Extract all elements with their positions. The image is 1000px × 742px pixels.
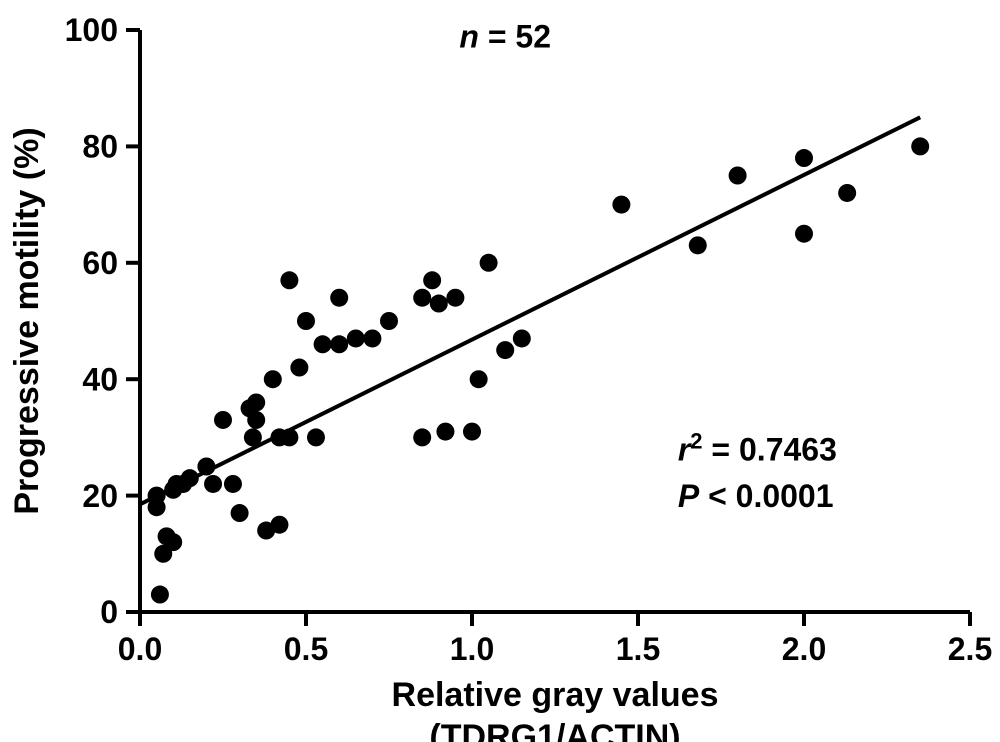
data-point bbox=[612, 196, 630, 214]
y-tick-label: 80 bbox=[82, 129, 118, 165]
data-point bbox=[148, 487, 166, 505]
data-point bbox=[197, 458, 215, 476]
y-tick-label: 40 bbox=[82, 361, 118, 397]
data-point bbox=[204, 475, 222, 493]
data-point bbox=[380, 312, 398, 330]
data-point bbox=[911, 137, 929, 155]
data-point bbox=[446, 289, 464, 307]
data-point bbox=[470, 370, 488, 388]
data-point bbox=[247, 411, 265, 429]
data-point bbox=[270, 516, 288, 534]
data-point bbox=[347, 329, 365, 347]
data-point bbox=[231, 504, 249, 522]
data-point bbox=[224, 475, 242, 493]
data-point bbox=[413, 289, 431, 307]
x-tick-label: 0.5 bbox=[284, 631, 328, 667]
x-tick-label: 1.0 bbox=[450, 631, 494, 667]
x-axis-label-line1: Relative gray values bbox=[392, 676, 719, 714]
x-tick-label: 0.0 bbox=[118, 631, 162, 667]
data-point bbox=[496, 341, 514, 359]
data-point bbox=[413, 428, 431, 446]
data-point bbox=[795, 149, 813, 167]
data-point bbox=[151, 586, 169, 604]
data-point bbox=[297, 312, 315, 330]
data-point bbox=[264, 370, 282, 388]
data-point bbox=[244, 428, 262, 446]
data-point bbox=[795, 225, 813, 243]
y-axis-label: Progressive motility (%) bbox=[8, 127, 46, 514]
data-point bbox=[290, 359, 308, 377]
data-point bbox=[423, 271, 441, 289]
y-tick-label: 60 bbox=[82, 245, 118, 281]
data-point bbox=[838, 184, 856, 202]
data-point bbox=[689, 236, 707, 254]
data-point bbox=[436, 423, 454, 441]
data-point bbox=[729, 167, 747, 185]
chart-svg: 0.0 0.5 1.0 1.5 2.0 2.5 0 20 40 60 80 100 Relative g… bbox=[0, 0, 1000, 742]
data-point bbox=[280, 428, 298, 446]
data-point bbox=[164, 533, 182, 551]
data-point bbox=[463, 423, 481, 441]
y-tick-label: 0 bbox=[100, 594, 118, 630]
x-tick-label: 2.5 bbox=[948, 631, 992, 667]
data-point bbox=[314, 335, 332, 353]
data-point bbox=[430, 295, 448, 313]
data-point bbox=[330, 335, 348, 353]
data-point bbox=[247, 393, 265, 411]
data-point bbox=[181, 469, 199, 487]
x-axis-label-line2: (TDRG1/ACTIN) bbox=[429, 718, 680, 742]
scatter-chart: 0.0 0.5 1.0 1.5 2.0 2.5 0 20 40 60 80 100 Relative g… bbox=[0, 0, 1000, 742]
data-point bbox=[330, 289, 348, 307]
x-tick-label: 1.5 bbox=[616, 631, 660, 667]
data-point bbox=[363, 329, 381, 347]
data-point bbox=[513, 329, 531, 347]
x-tick-label: 2.0 bbox=[782, 631, 826, 667]
data-point bbox=[214, 411, 232, 429]
p-annotation: P < 0.0001 bbox=[678, 478, 834, 514]
data-point bbox=[280, 271, 298, 289]
data-point bbox=[480, 254, 498, 272]
r2-annotation: r2 = 0.7463 bbox=[678, 428, 837, 468]
n-annotation: n = 52 bbox=[459, 18, 551, 54]
y-tick-label: 100 bbox=[65, 12, 118, 48]
data-point bbox=[307, 428, 325, 446]
y-tick-label: 20 bbox=[82, 478, 118, 514]
